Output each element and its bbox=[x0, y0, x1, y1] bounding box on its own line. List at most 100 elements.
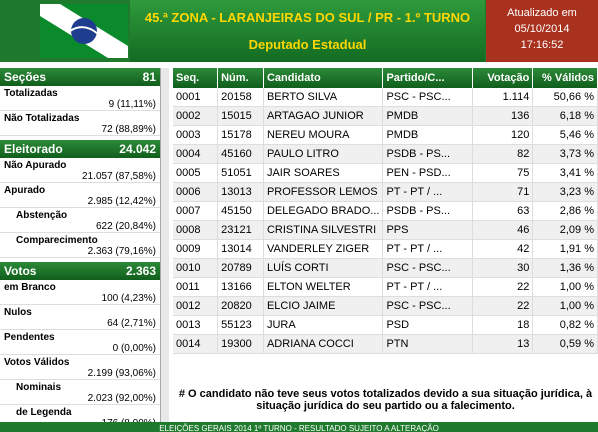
table-row[interactable]: 0009 13014 VANDERLEY ZIGER PT - PT / ... 42 1… bbox=[173, 239, 598, 259]
table-cell: 0013 bbox=[173, 315, 219, 335]
stat-value: 2.985 (12,42%) bbox=[87, 196, 156, 207]
column-header[interactable]: Votação bbox=[472, 68, 534, 88]
section-title: Seções bbox=[4, 70, 47, 84]
table-cell: PTN bbox=[382, 334, 473, 354]
stat-item: Comparecimento 2.363 (79,16%) bbox=[0, 233, 160, 258]
stat-value: 64 (2,71%) bbox=[107, 318, 156, 329]
footnote: # O candidato não teve seus votos totali… bbox=[178, 388, 593, 412]
stat-label: Comparecimento bbox=[16, 235, 98, 246]
stat-item: de Legenda176 (8,00%) bbox=[0, 405, 160, 422]
table-cell: 51051 bbox=[217, 163, 264, 183]
table-cell: 0008 bbox=[173, 220, 219, 240]
table-cell: 0001 bbox=[173, 88, 219, 107]
table-cell: 1,36 % bbox=[532, 258, 598, 278]
table-cell: 30 bbox=[472, 258, 534, 278]
stat-value: 100 (4,23%) bbox=[101, 293, 156, 304]
stat-label: Apurado bbox=[4, 185, 46, 196]
table-cell: 82 bbox=[472, 144, 534, 164]
stat-label: Votos Válidos bbox=[4, 357, 70, 368]
table-row[interactable]: 0008 23121 CRISTINA SILVESTRI PPS 46 2,09 % bbox=[173, 220, 598, 240]
table-cell: 0004 bbox=[173, 144, 219, 164]
table-cell: PSDB - PS... bbox=[382, 201, 473, 221]
table-cell: 42 bbox=[472, 239, 534, 259]
table-row[interactable]: 0014 19300 ADRIANA COCCI PTN 13 0,59 % bbox=[173, 334, 598, 354]
footer: ELEIÇÕES GERAIS 2014 1º TURNO - RESULTAD… bbox=[0, 422, 598, 432]
table-cell: LUÍS CORTI bbox=[263, 258, 384, 278]
table-cell: 13166 bbox=[217, 277, 264, 297]
table-cell: DELEGADO BRADO... bbox=[263, 201, 384, 221]
table-cell: 15015 bbox=[217, 106, 264, 126]
table-cell: PT - PT / ... bbox=[382, 239, 473, 259]
stat-item: Abstenção 622 (20,84%) bbox=[0, 208, 160, 233]
table-cell: 0012 bbox=[173, 296, 219, 316]
table-cell: 3,73 % bbox=[532, 144, 598, 164]
table-row[interactable]: 0001 20158 BERTO SILVA PSC - PSC... 1.114 50,… bbox=[173, 88, 598, 107]
table-cell: PSC - PSC... bbox=[382, 296, 473, 316]
sidebar: Seções 81 Totalizadas 9 (11,11%) Não Totaliz… bbox=[0, 68, 161, 422]
title-bar: 45.ª ZONA - LARANJEIRAS DO SUL / PR - 1.… bbox=[130, 0, 485, 62]
table-cell: 0011 bbox=[173, 277, 219, 297]
table-cell: PSD bbox=[382, 315, 473, 335]
table-cell: ARTAGAO JUNIOR bbox=[263, 106, 384, 126]
table-cell: 63 bbox=[472, 201, 534, 221]
table-row[interactable]: 0007 45150 DELEGADO BRADO... PSDB - PS... 63… bbox=[173, 201, 598, 221]
table-cell: PROFESSOR LEMOS bbox=[263, 182, 384, 202]
table-cell: 13 bbox=[472, 334, 534, 354]
column-header[interactable]: % Válidos bbox=[532, 68, 598, 88]
table-cell: PSC - PSC... bbox=[382, 258, 473, 278]
table-cell: 45160 bbox=[217, 144, 264, 164]
table-row[interactable]: 0010 20789 LUÍS CORTI PSC - PSC... 30 1,36 % bbox=[173, 258, 598, 278]
table-cell: 6,18 % bbox=[532, 106, 598, 126]
table-cell: PSC - PSC... bbox=[382, 88, 473, 107]
table-cell: 3,23 % bbox=[532, 182, 598, 202]
table-cell: 0002 bbox=[173, 106, 219, 126]
table-cell: 136 bbox=[472, 106, 534, 126]
stat-item: Votos Válidos 2.199 (93,06%) bbox=[0, 355, 160, 380]
table-row[interactable]: 0012 20820 ELCIO JAIME PSC - PSC... 22 1,00 % bbox=[173, 296, 598, 316]
table-row[interactable]: 0003 15178 NEREU MOURA PMDB 120 5,46 % bbox=[173, 125, 598, 145]
column-header[interactable]: Candidato bbox=[263, 68, 384, 88]
table-cell: PMDB bbox=[382, 106, 473, 126]
update-time: 17:16:52 bbox=[520, 39, 564, 51]
stat-label: Não Apurado bbox=[4, 160, 67, 171]
table-cell: 23121 bbox=[217, 220, 264, 240]
section-total: 2.363 bbox=[125, 264, 156, 278]
scrollbar[interactable] bbox=[161, 68, 169, 422]
stat-label: Nominais bbox=[16, 382, 62, 393]
stat-value: 2.363 (79,16%) bbox=[87, 246, 156, 257]
table-cell: 2,86 % bbox=[532, 201, 598, 221]
table-cell: 5,46 % bbox=[532, 125, 598, 145]
stat-item: Totalizadas 9 (11,11%) bbox=[0, 86, 160, 111]
table-row[interactable]: 0013 55123 JURA PSD 18 0,82 % bbox=[173, 315, 598, 335]
section-total: 24.042 bbox=[119, 142, 156, 156]
table-cell: PEN - PSD... bbox=[382, 163, 473, 183]
section-header: Seções 81 bbox=[0, 68, 160, 86]
table-cell: 20789 bbox=[217, 258, 264, 278]
table-cell: 1.114 bbox=[472, 88, 534, 107]
table-row[interactable]: 0005 51051 JAIR SOARES PEN - PSD... 75 3,41 % bbox=[173, 163, 598, 183]
stat-value: 622 (20,84%) bbox=[95, 221, 156, 232]
table-row[interactable]: 0011 13166 ELTON WELTER PT - PT / ... 22 1,00… bbox=[173, 277, 598, 297]
section-title: Eleitorado bbox=[4, 142, 63, 156]
table-row[interactable]: 0006 13013 PROFESSOR LEMOS PT - PT / ... 71 3… bbox=[173, 182, 598, 202]
table-cell: ELCIO JAIME bbox=[263, 296, 384, 316]
results-table: Seq. Núm. Candidato Partido/C... Votação% Vá… bbox=[173, 68, 598, 354]
table-cell: PT - PT / ... bbox=[382, 277, 473, 297]
table-cell: 0005 bbox=[173, 163, 219, 183]
stat-label: Nulos bbox=[4, 307, 32, 318]
table-cell: 45150 bbox=[217, 201, 264, 221]
table-cell: ADRIANA COCCI bbox=[263, 334, 384, 354]
table-row[interactable]: 0004 45160 PAULO LITRO PSDB - PS... 82 3,73 % bbox=[173, 144, 598, 164]
column-header[interactable]: Seq. bbox=[173, 68, 219, 88]
table-cell: 50,66 % bbox=[532, 88, 598, 107]
column-header[interactable]: Núm. bbox=[217, 68, 264, 88]
stat-item: Pendentes 0 (0,00%) bbox=[0, 330, 160, 355]
table-cell: 0006 bbox=[173, 182, 219, 202]
table-cell: 13014 bbox=[217, 239, 264, 259]
table-cell: 46 bbox=[472, 220, 534, 240]
table-cell: PMDB bbox=[382, 125, 473, 145]
column-header[interactable]: Partido/C... bbox=[382, 68, 473, 88]
table-cell: PT - PT / ... bbox=[382, 182, 473, 202]
stat-item: Não Totalizadas 72 (88,89%) bbox=[0, 111, 160, 136]
table-row[interactable]: 0002 15015 ARTAGAO JUNIOR PMDB 136 6,18 % bbox=[173, 106, 598, 126]
